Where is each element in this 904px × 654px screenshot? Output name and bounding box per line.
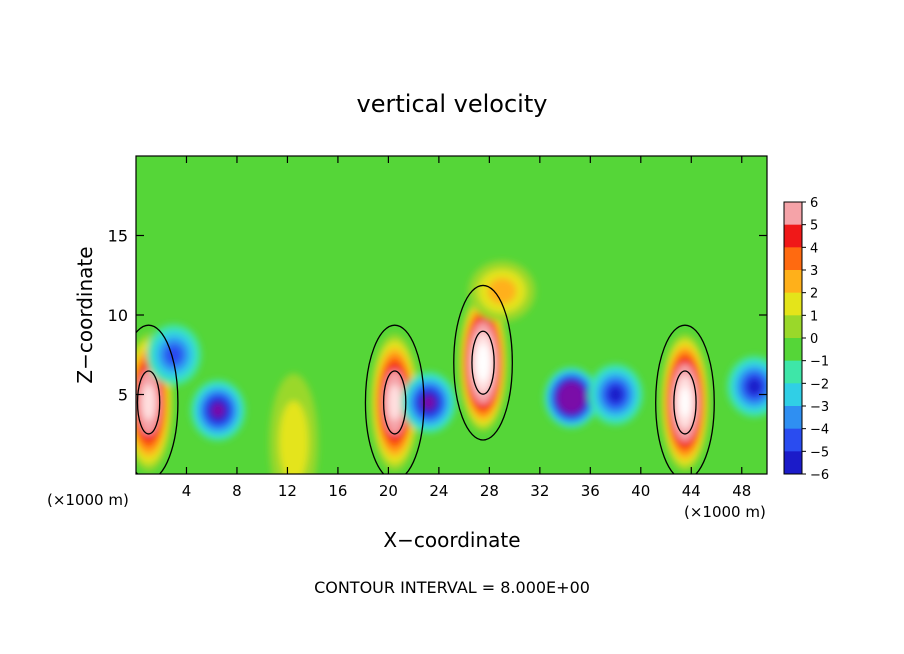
colorbar-segment-10 (784, 428, 802, 452)
x-tick-label-1: 8 (232, 482, 242, 500)
contour-interval-note: CONTOUR INTERVAL = 8.000E+00 (314, 578, 590, 597)
colorbar-label-2: 4 (810, 241, 818, 256)
contour-4 (136, 370, 161, 435)
field-level-1-11 (480, 354, 486, 371)
colorbar-label-3: 3 (810, 264, 818, 279)
x-tick-label-0: 4 (182, 482, 192, 500)
colorbar-label-8: −2 (810, 377, 829, 392)
colorbar-segment-3 (784, 270, 802, 294)
y-axis-label: Z−coordinate (73, 246, 97, 383)
colorbar-segment-0 (784, 202, 802, 226)
colorbar-label-11: −5 (810, 445, 829, 460)
colorbar-label-9: −3 (810, 400, 829, 415)
x-tick-label-2: 12 (278, 482, 297, 500)
field-level-11-4 (746, 378, 762, 395)
colorbar-label-7: −1 (810, 355, 829, 370)
colorbar-segment-2 (784, 247, 802, 271)
contour-lines (136, 284, 715, 474)
velocity-field (136, 260, 767, 474)
contour-outer-0 (364, 324, 425, 474)
field-level-5-2 (487, 278, 517, 305)
x-tick-label-5: 24 (429, 482, 448, 500)
field-level-6-9 (567, 393, 576, 403)
colorbar-segment-1 (784, 224, 802, 248)
plot-area (135, 155, 768, 475)
x-axis: 4 8 12 16 20 24 28 32 36 40 44 48 (182, 156, 751, 500)
field-level-2-10 (681, 393, 689, 412)
y-tick-label-2: 15 (108, 227, 128, 246)
colorbar-label-1: 5 (810, 219, 818, 234)
colorbar-label-10: −4 (810, 423, 829, 438)
colorbar-segment-11 (784, 451, 802, 475)
y-axis: 5 10 15 (108, 227, 767, 405)
contour-2 (673, 370, 697, 435)
colorbar-label-6: 0 (810, 332, 818, 347)
field-level-4-8 (144, 391, 153, 414)
colorbar-segment-9 (784, 406, 802, 430)
field-level-0-8 (390, 391, 399, 414)
colorbar-label-0: 6 (810, 196, 818, 211)
contour-outer-4 (136, 324, 179, 474)
x-unit-left: (×1000 m) (47, 491, 129, 509)
colorbar-label-12: −6 (810, 468, 829, 483)
field-level-10-4 (608, 386, 623, 403)
colorbar-label-5: 1 (810, 309, 818, 324)
x-tick-label-10: 44 (682, 482, 701, 500)
y-tick-label-0: 5 (118, 386, 128, 405)
x-unit-right: (×1000 m) (684, 503, 766, 521)
field-level-3-1 (279, 400, 309, 474)
x-tick-label-7: 32 (530, 482, 549, 500)
colorbar-segment-4 (784, 292, 802, 316)
contour-outer-1 (453, 284, 513, 441)
field-level-7-5 (211, 403, 225, 418)
colorbar-segment-5 (784, 315, 802, 339)
chart-title: vertical velocity (357, 90, 548, 118)
colorbar-segment-8 (784, 383, 802, 407)
x-tick-label-8: 36 (581, 482, 600, 500)
field-level-9-5 (422, 395, 436, 410)
colorbar-segment-7 (784, 360, 802, 384)
colorbar: 6 5 4 3 2 1 0 −1 −2 −3 −4 −5 −6 (783, 196, 829, 483)
x-tick-label-4: 20 (379, 482, 398, 500)
x-tick-label-3: 16 (328, 482, 347, 500)
x-axis-label: X−coordinate (383, 528, 520, 552)
colorbar-label-4: 2 (810, 287, 818, 302)
x-tick-label-6: 28 (480, 482, 499, 500)
colorbar-segment-6 (784, 338, 802, 362)
x-tick-label-11: 48 (732, 482, 751, 500)
y-tick-label-1: 10 (108, 306, 128, 325)
contour-outer-2 (655, 324, 715, 474)
contour-0 (382, 370, 407, 435)
contour-1 (471, 330, 495, 395)
x-tick-label-9: 40 (631, 482, 650, 500)
